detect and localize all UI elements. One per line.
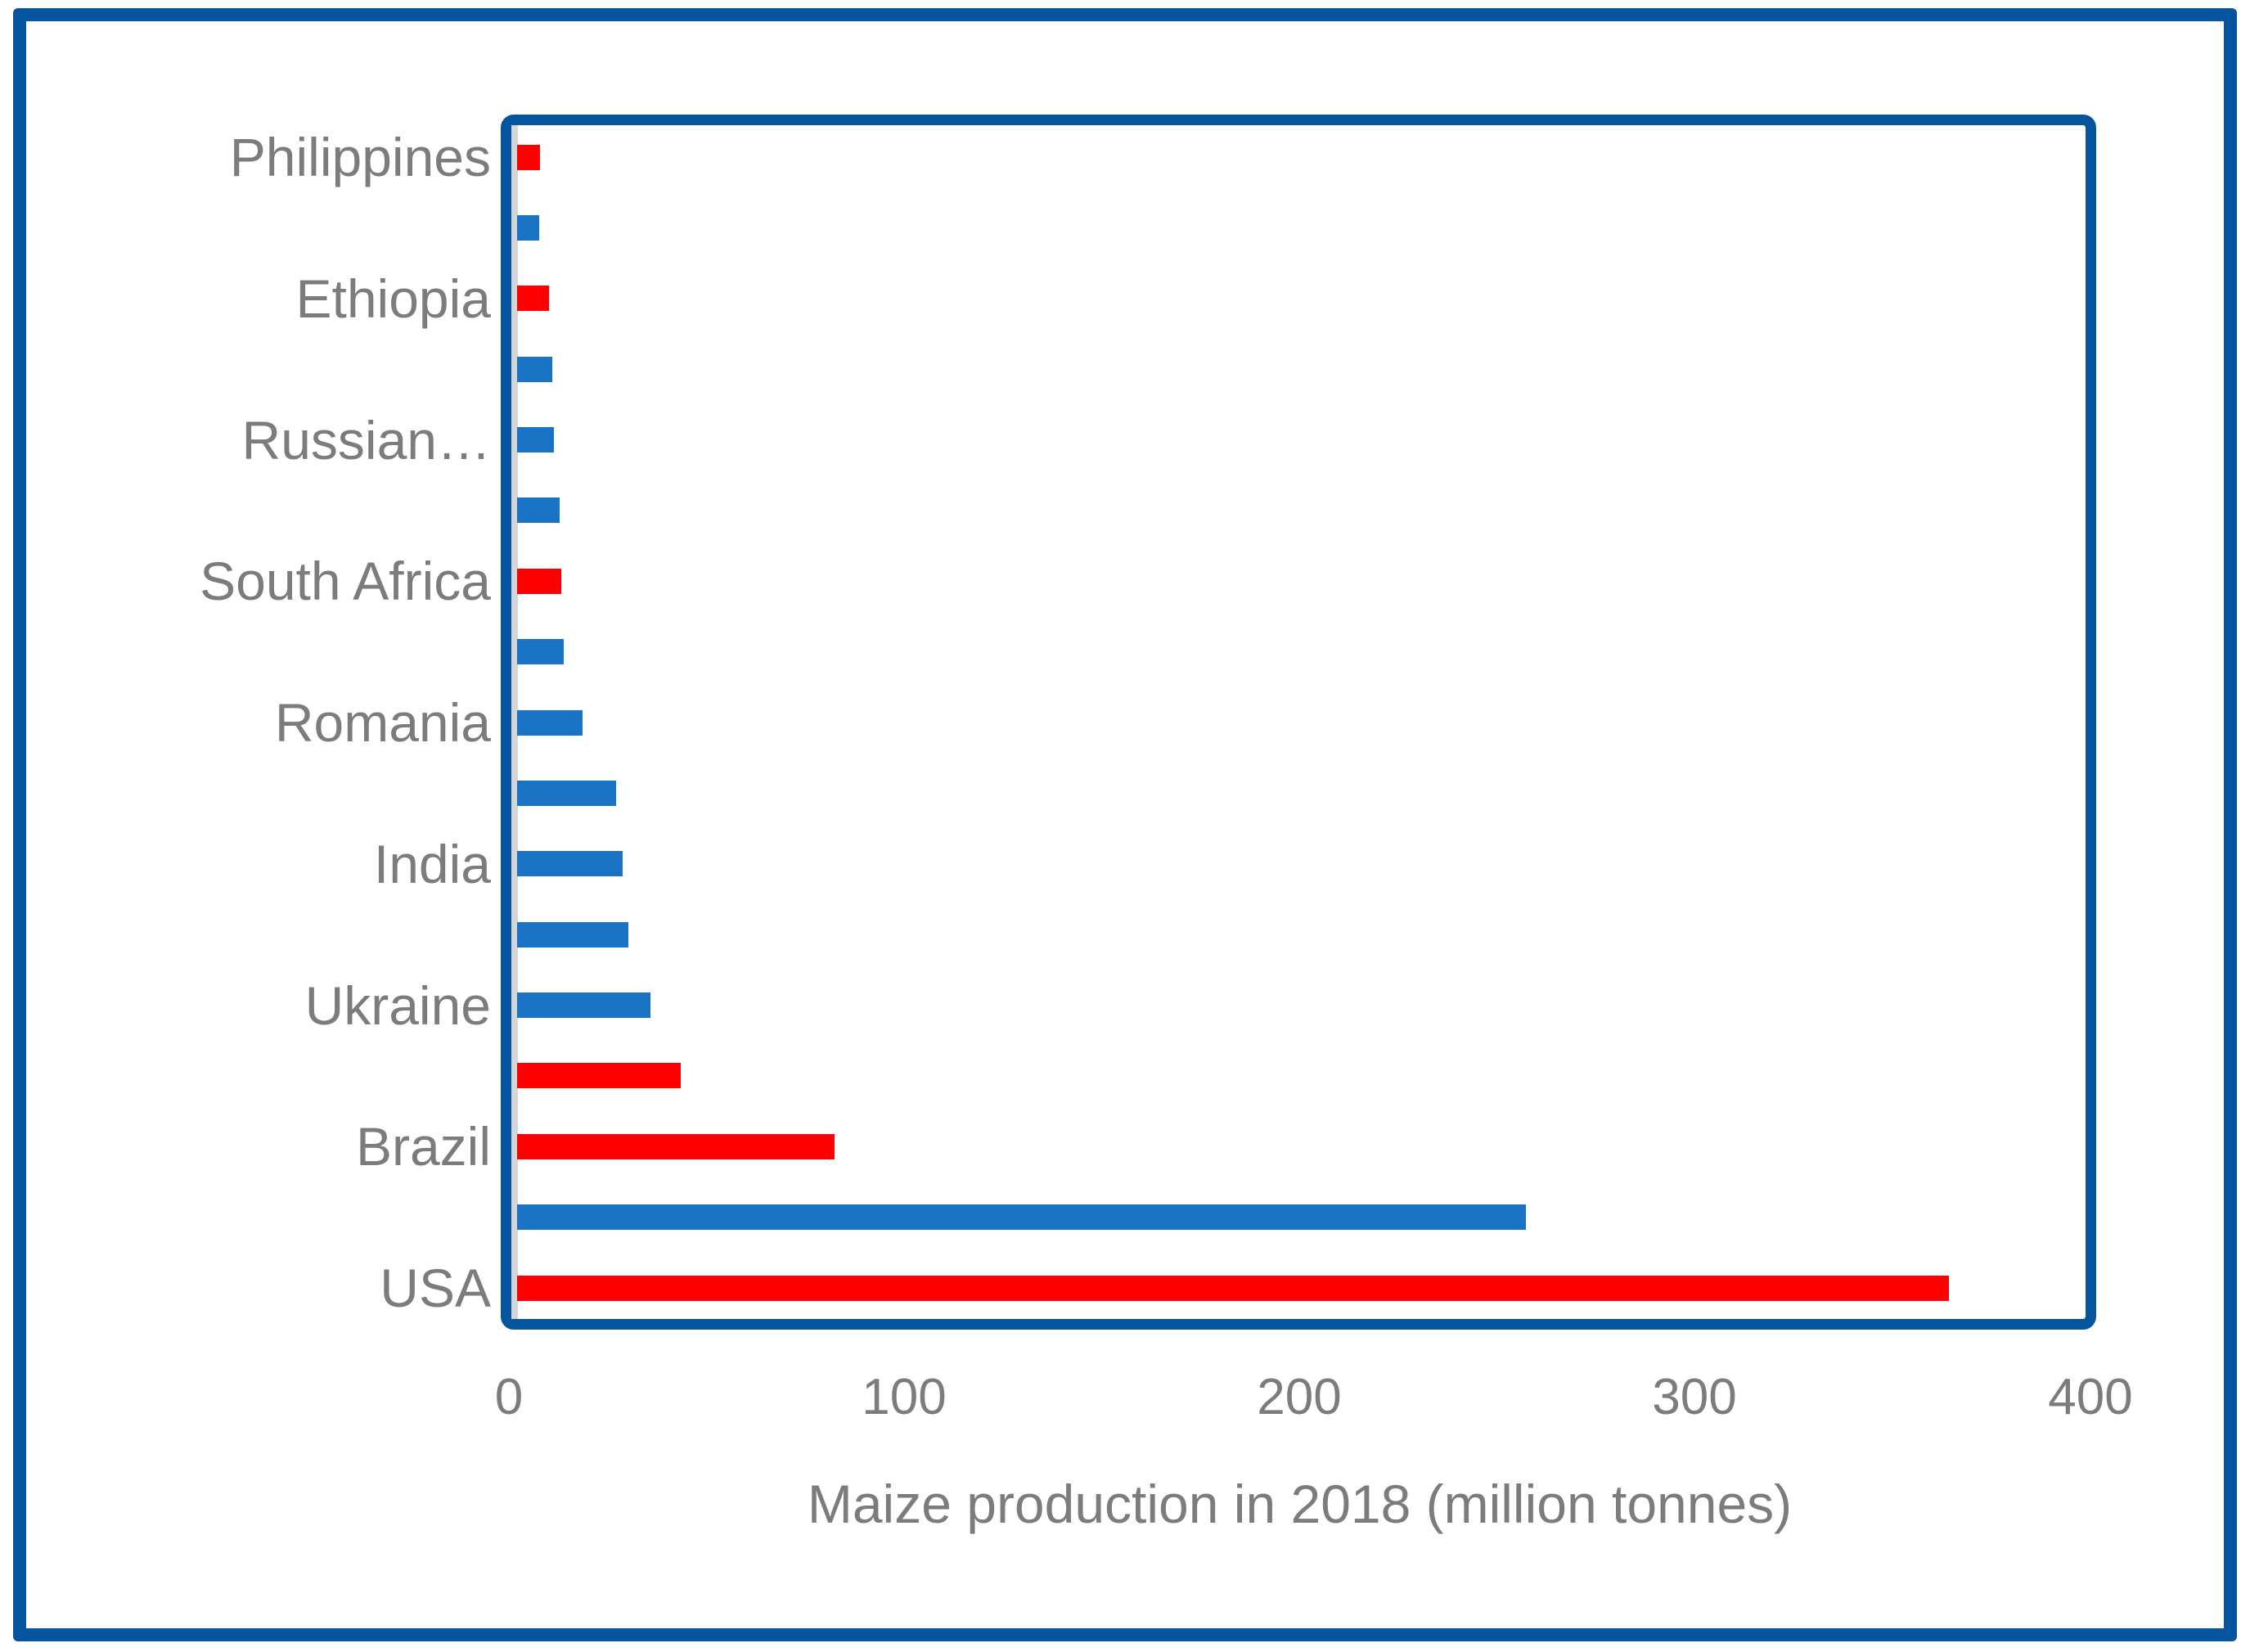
bar-philippines [517, 145, 540, 170]
category-label-russian: Russian… [241, 410, 491, 470]
x-tick-label-300: 300 [1652, 1369, 1737, 1425]
bar-russian [517, 427, 554, 452]
bar-brazil [517, 1134, 835, 1159]
bar-south-africa [517, 569, 561, 594]
bar-unlabeled-12 [517, 922, 628, 948]
plot-border [501, 115, 2096, 1330]
category-label-south-africa: South Africa [200, 551, 491, 611]
category-label-romania: Romania [274, 692, 491, 753]
bar-unlabeled-16 [517, 1204, 1526, 1230]
category-label-india: India [373, 834, 491, 894]
x-tick-label-400: 400 [2048, 1369, 2133, 1425]
bar-unlabeled-14 [517, 1063, 681, 1088]
bar-unlabeled-2 [517, 215, 539, 241]
category-label-ethiopia: Ethiopia [295, 268, 491, 329]
bar-unlabeled-10 [517, 781, 616, 806]
x-tick-label-0: 0 [494, 1369, 524, 1425]
category-label-ukraine: Ukraine [304, 975, 491, 1036]
x-tick-label-100: 100 [862, 1369, 947, 1425]
x-axis-title: Maize production in 2018 (million tonnes… [807, 1474, 1793, 1534]
bar-unlabeled-4 [517, 357, 552, 382]
outer-border [13, 8, 2237, 1641]
x-tick-label-200: 200 [1257, 1369, 1342, 1425]
bar-ukraine [517, 993, 650, 1018]
bar-unlabeled-6 [517, 497, 560, 523]
bar-unlabeled-8 [517, 639, 564, 664]
bar-ethiopia [517, 286, 549, 311]
category-label-usa: USA [380, 1258, 491, 1318]
bar-india [517, 851, 623, 876]
y-axis-line [511, 125, 518, 1319]
category-label-philippines: Philippines [229, 127, 491, 187]
category-label-brazil: Brazil [355, 1116, 491, 1177]
bar-usa [517, 1276, 1949, 1301]
bar-romania [517, 710, 583, 736]
